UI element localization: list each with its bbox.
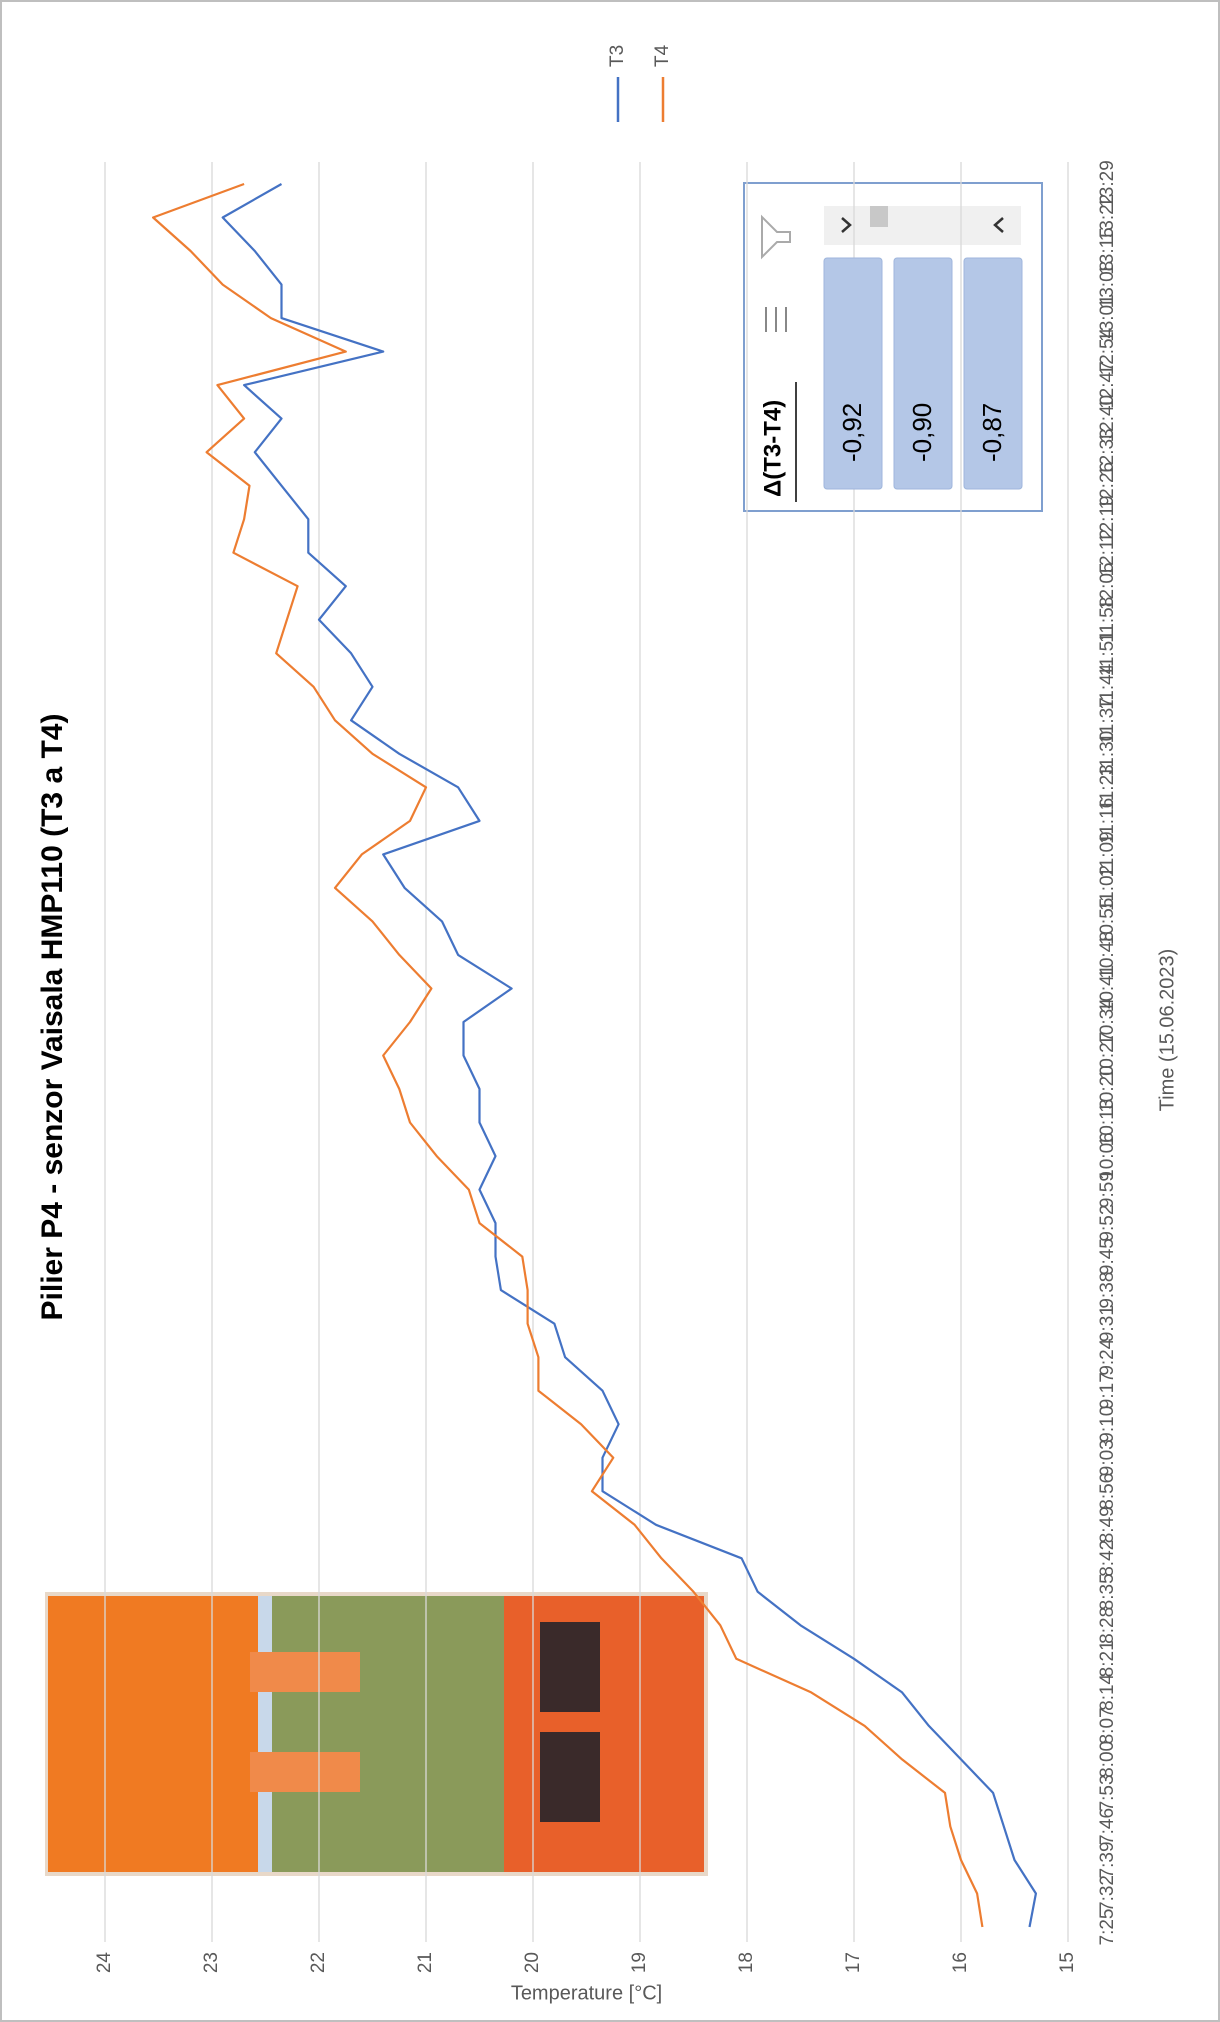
slicer-item-label: -0,87 [977,403,1007,462]
x-tick-label: 7:32 [1097,1875,1118,1912]
y-tick-label: 21 [415,1952,436,1973]
y-tick-label: 23 [201,1952,222,1973]
scroll-down[interactable] [993,217,1004,233]
x-tick-label: 11:44 [1097,663,1118,710]
x-tick-label: 8:00 [1097,1741,1118,1778]
scrollbar-thumb[interactable] [870,206,888,227]
x-tick-label: 11:09 [1097,831,1118,877]
x-tick-label: 9:38 [1097,1272,1118,1309]
x-tick-label: 8:07 [1097,1707,1118,1744]
y-tick-label: 22 [308,1952,329,1973]
slicer-item-label: -0,90 [907,403,937,462]
legend-label: T3 [607,45,628,67]
x-tick-label: 13:01 [1097,294,1118,342]
x-tick-label: 11:30 [1097,731,1118,777]
photo-sensor [250,1752,360,1792]
x-tick-label: 12:05 [1097,562,1118,610]
y-tick-label: 24 [94,1952,115,1974]
x-tick-label: 12:26 [1097,462,1118,510]
slicer-item[interactable] [893,257,953,490]
x-tick-label: 11:51 [1097,630,1118,676]
x-tick-label: 13:08 [1097,261,1118,309]
slicer-title: Δ(T3-T4) [759,400,786,497]
x-tick-label: 9:59 [1097,1171,1118,1208]
photo-base [504,1596,704,1872]
x-tick-label: 9:52 [1097,1205,1118,1242]
x-tick-label: 11:02 [1097,865,1118,911]
x-tick-label: 11:16 [1097,798,1118,844]
x-tick-label: 8:56 [1097,1473,1118,1510]
y-tick-label: 19 [629,1952,650,1973]
photo-sensor [250,1652,360,1692]
x-tick-label: 11:23 [1097,764,1118,810]
x-tick-label: 12:47 [1097,361,1118,409]
x-tick-label: 9:17 [1097,1372,1118,1409]
x-tick-label: 7:46 [1097,1808,1118,1845]
x-tick-label: 9:24 [1097,1338,1118,1375]
photo-field [272,1596,504,1872]
y-tick-label: 16 [950,1952,971,1973]
x-tick-label: 12:12 [1097,529,1118,577]
x-tick-label: 12:54 [1097,327,1118,375]
x-tick-label: 12:33 [1097,428,1118,476]
x-axis-title: Time (15.06.2023) [1156,949,1178,1112]
x-tick-label: 10:06 [1097,1132,1118,1180]
x-tick-label: 12:19 [1097,495,1118,543]
photo-device [540,1732,600,1822]
y-tick-label: 17 [843,1952,864,1973]
clear-filter-icon[interactable] [761,214,791,260]
x-tick-label: 12:40 [1097,395,1118,443]
series-line [152,182,984,1928]
x-tick-label: 8:21 [1097,1640,1118,1677]
scroll-up[interactable] [841,217,852,233]
x-tick-label: 11:58 [1097,597,1118,643]
x-tick-label: 9:31 [1097,1305,1118,1342]
x-tick-label: 13:22 [1097,194,1118,242]
multi-select-icon[interactable] [765,307,787,332]
x-tick-label: 10:48 [1097,931,1118,979]
series-line [221,183,1037,1928]
x-tick-label: 10:20 [1097,1065,1118,1113]
photo-umbrella [48,1596,258,1872]
x-tick-label: 8:28 [1097,1607,1118,1644]
legend-label: T4 [652,44,673,67]
x-tick-label: 10:13 [1097,1099,1118,1147]
y-tick-label: 15 [1057,1952,1078,1973]
x-tick-label: 8:49 [1097,1506,1118,1543]
slicer-item[interactable] [823,257,883,490]
photo-inset [45,1592,708,1876]
x-tick-label: 7:53 [1097,1774,1118,1811]
x-tick-label: 11:37 [1097,697,1118,743]
x-tick-label: 10:55 [1097,898,1118,946]
x-tick-label: 10:34 [1097,998,1118,1046]
x-tick-label: 9:10 [1097,1406,1118,1443]
chart-title: Pilier P4 - senzor Vaisala HMP110 (T3 a … [36,714,69,1321]
x-tick-label: 8:35 [1097,1573,1118,1610]
slicer-item-label: -0,92 [837,403,867,462]
slicer-item[interactable] [963,257,1023,490]
chart: Pilier P4 - senzor Vaisala HMP110 (T3 a … [36,44,1178,2004]
x-tick-label: 7:39 [1097,1841,1118,1878]
x-tick-label: 8:14 [1097,1673,1118,1710]
x-tick-label: 13:15 [1097,227,1118,275]
y-tick-label: 20 [522,1952,543,1973]
x-tick-label: 10:41 [1097,965,1118,1013]
x-tick-label: 8:42 [1097,1540,1118,1577]
x-tick-label: 13:29 [1097,160,1118,208]
photo-device [540,1622,600,1712]
y-axis-title: Temperature [°C] [511,1982,662,2004]
x-tick-label: 10:27 [1097,1032,1118,1080]
y-tick-label: 18 [736,1952,757,1973]
x-tick-label: 7:25 [1097,1909,1118,1946]
x-tick-label: 9:45 [1097,1238,1118,1275]
photo-sky [258,1596,272,1872]
x-tick-label: 9:03 [1097,1439,1118,1476]
